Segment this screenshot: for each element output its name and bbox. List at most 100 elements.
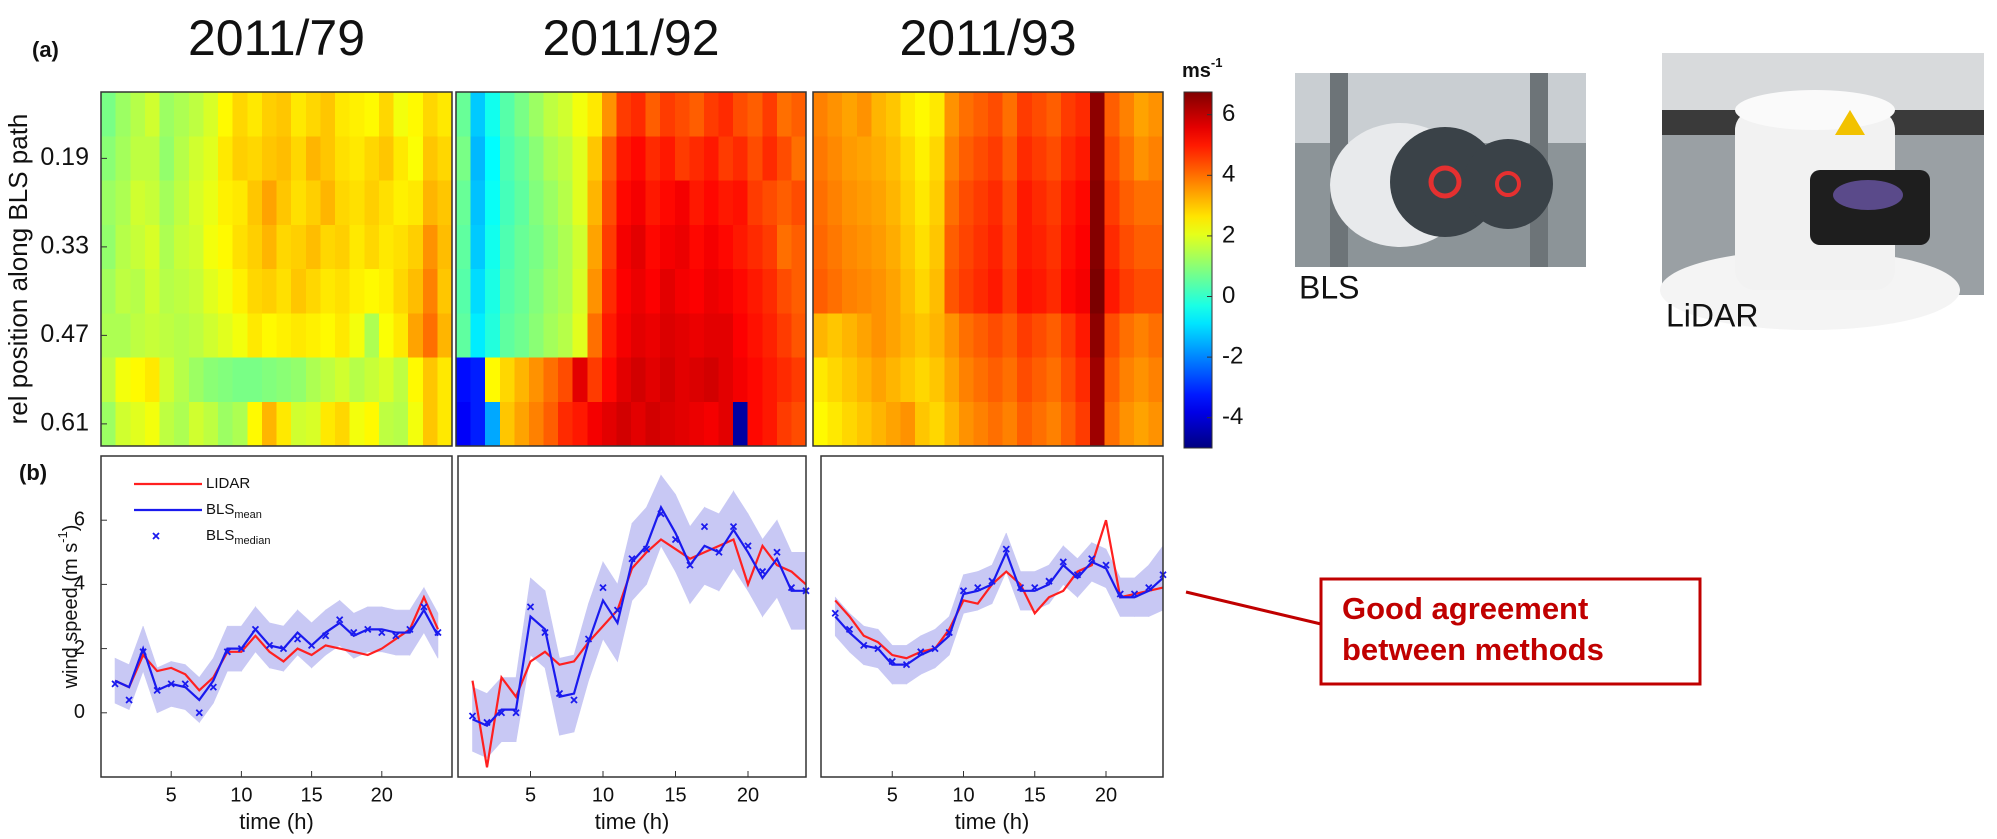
heatmap-cell (660, 180, 676, 226)
heatmap-cell (305, 313, 321, 359)
heatmap-cell (791, 269, 807, 314)
heatmap-cell (842, 313, 858, 359)
x-marker (139, 648, 147, 656)
heatmap-cell (543, 401, 559, 447)
heatmap-cell (929, 136, 945, 182)
heatmap-cell (232, 313, 248, 359)
heatmap-cell (528, 269, 545, 314)
heatmap-cell (174, 313, 190, 359)
heatmap-cell (499, 180, 515, 226)
x-marker (1002, 545, 1010, 553)
heatmap-cell (1075, 136, 1091, 182)
heatmap-cell (437, 180, 453, 226)
heatmap-cell (558, 136, 574, 182)
heatmap-cell (1133, 224, 1150, 270)
heatmap-cell (1090, 269, 1106, 314)
heatmap-cell (674, 269, 690, 314)
legend-label: BLSmean (206, 501, 262, 521)
x-marker (931, 644, 939, 653)
heatmap-cell (378, 313, 395, 359)
heatmap-cell (915, 180, 931, 226)
heatmap-cell (747, 180, 763, 226)
x-marker (322, 632, 330, 640)
heatmap-cell (660, 269, 676, 314)
heatmap-cell (115, 401, 131, 447)
heatmap-cell (261, 357, 278, 403)
legend-swatch (152, 532, 160, 540)
heatmap-cell (703, 313, 720, 359)
heatmap-cell (813, 92, 829, 137)
x-marker (279, 644, 288, 653)
x-marker (584, 635, 593, 643)
y-axis-label: wind speed (m s-1) (55, 525, 82, 690)
heatmap-cell (378, 224, 395, 270)
heatmap-cell (718, 357, 734, 403)
heatmap-cell (572, 224, 588, 270)
heatmap-cell (422, 269, 438, 314)
heatmap-cell (276, 92, 292, 137)
heatmap-cell (305, 224, 321, 270)
x-tick-label: 20 (1095, 784, 1117, 806)
heatmap-cell (915, 401, 931, 447)
heatmap-cell (842, 357, 858, 403)
heatmap-cell (988, 313, 1004, 359)
heatmap-cell (247, 92, 263, 137)
heatmap-cell (378, 401, 395, 447)
heatmap-cell (422, 224, 438, 270)
heatmap-cell (747, 136, 763, 182)
heatmap-cell (456, 224, 472, 270)
text-part: wind speed (m s (60, 543, 82, 690)
heatmap-cell (900, 401, 916, 447)
heatmap-cell (130, 269, 146, 314)
heatmap-cell (1104, 92, 1120, 137)
heatmap-cell (261, 180, 278, 226)
heatmap-cell (645, 269, 661, 314)
heatmap-cell (601, 269, 618, 314)
x-marker (758, 567, 767, 576)
x-marker (420, 603, 428, 611)
heatmap-cell (203, 313, 219, 359)
heatmap-cell (871, 224, 887, 270)
heatmap-cell (973, 136, 989, 182)
heatmap-cell (791, 136, 807, 182)
heatmap-cell (320, 224, 336, 270)
heatmap-cell (718, 136, 734, 182)
heatmap-cell (645, 357, 661, 403)
heatmap-cell (543, 269, 559, 314)
photo-bls (1295, 73, 1586, 267)
heatmap-cell (558, 313, 574, 359)
heatmap-cell (572, 269, 588, 314)
heatmap-cell (929, 180, 945, 226)
x-marker (497, 709, 506, 717)
heatmap-cell (1046, 224, 1062, 270)
heatmap-cell (674, 224, 690, 270)
heatmap-cell (660, 401, 676, 447)
heatmap-cell (601, 401, 618, 447)
heatmap-cell (115, 269, 131, 314)
heatmap-cell (572, 180, 588, 226)
heatmap-cell (291, 92, 307, 137)
heatmap-cell (1090, 357, 1106, 403)
heatmap-cell (747, 92, 763, 137)
heatmap-cell (572, 401, 588, 447)
heatmap-cell (437, 357, 453, 403)
heatmap-cell (101, 269, 117, 314)
heatmap-cell (378, 269, 395, 314)
x-tick-label: 15 (300, 784, 322, 806)
heatmap-cell (871, 269, 887, 314)
x-marker (483, 718, 491, 727)
heatmap-cell (1148, 269, 1164, 314)
heatmap-cell (689, 313, 705, 359)
heatmap-cell (499, 92, 515, 137)
heatmap-cell (320, 92, 336, 137)
heatmap-cell (364, 401, 380, 447)
heatmap-cell (944, 401, 960, 447)
x-marker (1116, 590, 1124, 598)
heatmap-cell (408, 224, 424, 270)
heatmap-cell (958, 136, 975, 182)
heatmap-cell (422, 92, 438, 137)
heatmap-cell (144, 180, 161, 226)
heatmap-cell (393, 269, 409, 314)
heatmap-cell (885, 269, 902, 314)
heatmap-cell (988, 401, 1004, 447)
